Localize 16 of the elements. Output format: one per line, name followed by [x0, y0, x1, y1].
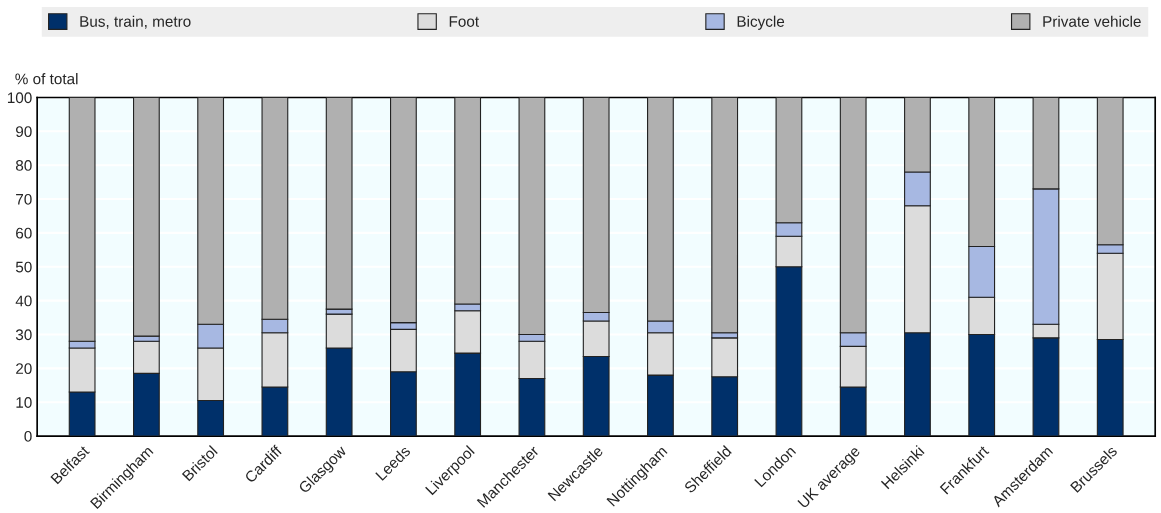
y-tick-label: 20 — [16, 363, 32, 375]
y-tick-label: 100 — [7, 92, 32, 104]
y-axis-title: % of total — [15, 73, 78, 85]
y-tick-label: 40 — [15, 295, 32, 307]
y-tick-label: 60 — [16, 227, 32, 239]
y-tick-label: 80 — [15, 160, 32, 171]
y-tick-label: 10 — [16, 397, 32, 408]
legend-label: Bus, train, metro — [80, 15, 191, 29]
y-tick-label: 0 — [24, 430, 32, 442]
y-tick-label: 50 — [15, 261, 32, 273]
legend-label: Bicycle — [737, 15, 785, 30]
y-tick-label: 90 — [16, 126, 32, 138]
y-tick-label: 30 — [15, 329, 32, 341]
legend-label: Private vehicle — [1043, 15, 1141, 27]
legend-label: Foot — [449, 16, 479, 27]
y-tick-label: 70 — [16, 193, 32, 205]
